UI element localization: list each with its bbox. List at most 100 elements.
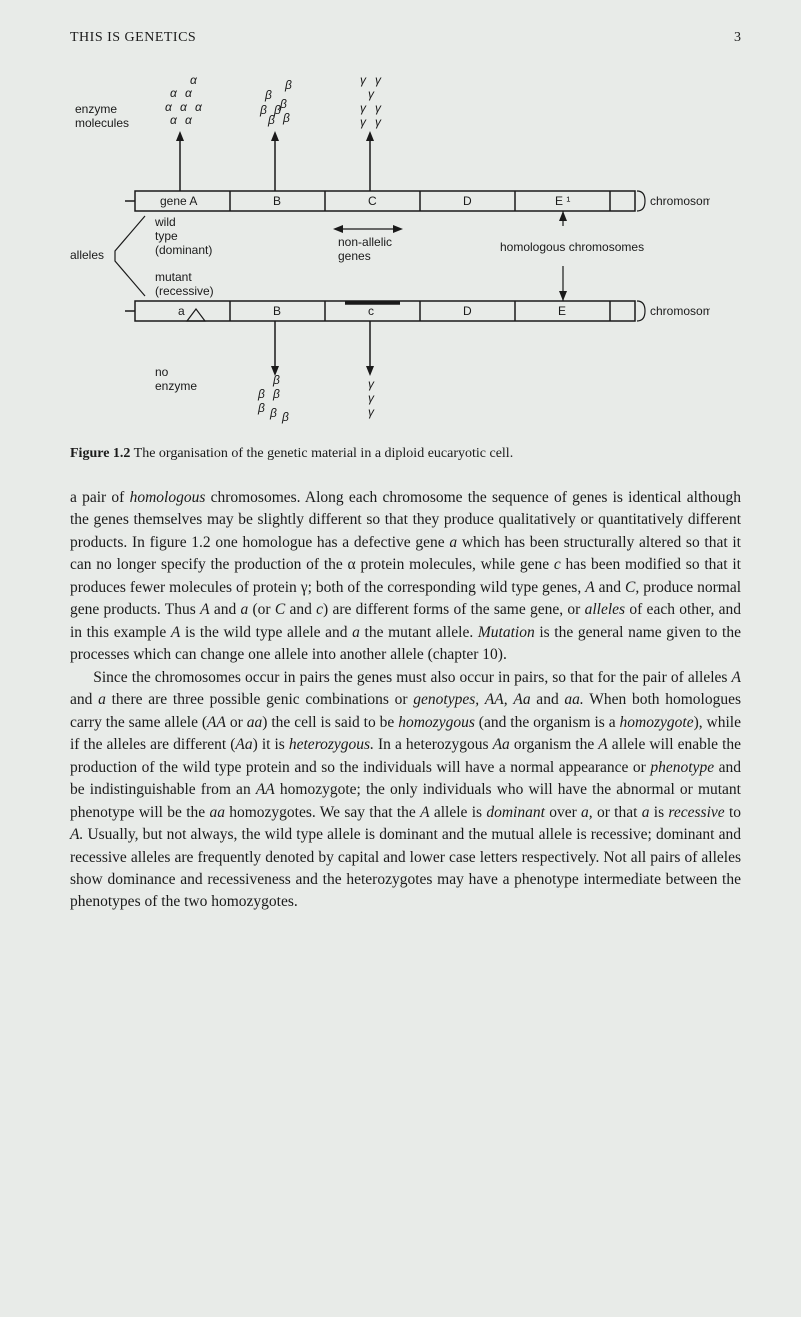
label-mutant: mutant [155, 270, 192, 284]
symbol-beta: β [272, 373, 280, 387]
label-dominant: (dominant) [155, 243, 212, 257]
italic-term: Mutation [478, 624, 535, 641]
symbol-alpha: α [170, 86, 178, 100]
symbol-alpha: α [165, 100, 173, 114]
italic-term: homozygous [398, 714, 475, 731]
label-d: D [463, 194, 472, 208]
label-enzyme-bottom: enzyme [155, 379, 197, 393]
italic-term: c [554, 556, 561, 573]
symbol-gamma: γ [375, 101, 382, 115]
symbol-beta: β [257, 387, 265, 401]
symbol-gamma: γ [360, 73, 367, 87]
label-d-lower: D [463, 304, 472, 318]
symbol-beta: β [282, 111, 290, 125]
symbol-beta: β [272, 387, 280, 401]
body-text: a pair of homologous chromosomes. Along … [70, 487, 741, 914]
label-e1: E ¹ [555, 194, 570, 208]
italic-term: aa [209, 804, 225, 821]
label-genes: genes [338, 249, 371, 263]
label-c-lower: c [368, 304, 374, 318]
italic-term: Aa [493, 736, 510, 753]
italic-term: A [732, 669, 741, 686]
italic-term: aa [247, 714, 263, 731]
symbol-gamma: γ [368, 377, 375, 391]
italic-term: alleles [585, 601, 625, 618]
italic-term: A [171, 624, 180, 641]
italic-term: a [449, 534, 457, 551]
chromosome-diagram: enzyme molecules α α α α α α α α β β β β… [70, 71, 710, 441]
italic-term: Aa [235, 736, 252, 753]
label-non-allelic: non-allelic [338, 235, 392, 249]
symbol-gamma: γ [368, 391, 375, 405]
italic-term: dominant [486, 804, 545, 821]
italic-term: homologous [130, 489, 206, 506]
symbol-alpha: α [195, 100, 203, 114]
symbol-alpha: α [190, 73, 198, 87]
italic-term: A [585, 579, 594, 596]
label-b: B [273, 194, 281, 208]
symbol-beta: β [259, 103, 267, 117]
symbol-gamma: γ [368, 405, 375, 419]
figure-caption-text: The organisation of the genetic material… [134, 446, 514, 461]
symbol-beta: β [267, 113, 275, 127]
italic-term: c [316, 601, 323, 618]
symbol-gamma: γ [368, 87, 375, 101]
paragraph-1: a pair of homologous chromosomes. Along … [70, 487, 741, 667]
symbol-alpha: α [185, 113, 193, 127]
label-chromosome-bottom: chromosome [650, 304, 710, 318]
symbol-beta: β [269, 406, 277, 420]
symbol-alpha: α [170, 113, 178, 127]
italic-term: C, [625, 579, 639, 596]
page-number: 3 [734, 30, 741, 46]
symbol-beta: β [264, 88, 272, 102]
italic-term: phenotype [650, 759, 714, 776]
italic-term: heterozygous. [289, 736, 374, 753]
italic-term: A [420, 804, 429, 821]
italic-term: AA [256, 781, 275, 798]
symbol-alpha: α [185, 86, 193, 100]
italic-term: a [98, 691, 106, 708]
label-homologous: homologous chromosomes [500, 240, 644, 254]
symbol-gamma: γ [375, 73, 382, 87]
italic-term: homozygote [620, 714, 694, 731]
page-title: THIS IS GENETICS [70, 30, 196, 46]
label-enzyme: enzyme [75, 102, 117, 116]
italic-term: C [275, 601, 285, 618]
label-recessive: (recessive) [155, 284, 214, 298]
label-wild: wild [154, 215, 176, 229]
label-type: type [155, 229, 178, 243]
label-e-lower: E [558, 304, 566, 318]
page-header: THIS IS GENETICS 3 [70, 30, 741, 46]
figure-caption: Figure 1.2 The organisation of the genet… [70, 446, 741, 462]
figure-1-2: enzyme molecules α α α α α α α α β β β β… [70, 71, 741, 462]
label-chromosome: chromosome [650, 194, 710, 208]
paragraph-2: Since the chromosomes occur in pairs the… [70, 667, 741, 914]
italic-term: a [642, 804, 650, 821]
italic-term: A [598, 736, 607, 753]
label-a-lower: a [178, 304, 185, 318]
label-alleles: alleles [70, 248, 104, 262]
italic-term: Aa [513, 691, 530, 708]
italic-term: A. [70, 826, 83, 843]
figure-caption-prefix: Figure 1.2 [70, 446, 130, 461]
italic-term: AA [207, 714, 226, 731]
symbol-beta: β [281, 410, 289, 424]
italic-term: a, [581, 804, 593, 821]
symbol-beta: β [284, 78, 292, 92]
italic-term: a [240, 601, 248, 618]
italic-term: AA, [485, 691, 508, 708]
symbol-gamma: γ [375, 115, 382, 129]
italic-term: genotypes, [413, 691, 479, 708]
italic-term: a [352, 624, 360, 641]
label-no: no [155, 365, 169, 379]
label-c: C [368, 194, 377, 208]
italic-term: recessive [668, 804, 724, 821]
label-gene-a: gene A [160, 194, 197, 208]
label-molecules: molecules [75, 116, 129, 130]
label-b-lower: B [273, 304, 281, 318]
symbol-gamma: γ [360, 101, 367, 115]
symbol-beta: β [257, 401, 265, 415]
italic-term: A [200, 601, 209, 618]
symbol-gamma: γ [360, 115, 367, 129]
italic-term: aa. [564, 691, 583, 708]
